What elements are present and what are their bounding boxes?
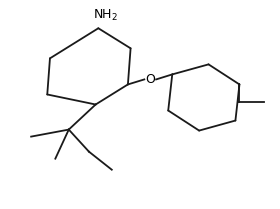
Text: NH$_2$: NH$_2$ bbox=[93, 8, 118, 23]
Text: O: O bbox=[145, 73, 155, 86]
